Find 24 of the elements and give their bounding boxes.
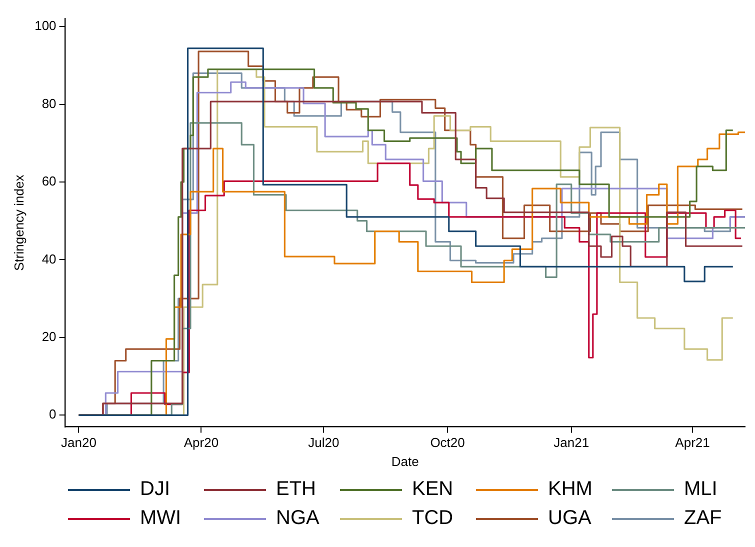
legend-label: ZAF — [684, 507, 722, 530]
legend-label: NGA — [276, 507, 320, 530]
legend-label: MWI — [140, 507, 182, 530]
x-tick-label: Apr20 — [184, 435, 219, 450]
legend-label: MLI — [684, 478, 718, 501]
y-tick-label: 80 — [42, 96, 56, 111]
legend-label: DJI — [140, 478, 170, 501]
x-axis-title: Date — [391, 454, 419, 469]
y-tick-label: 0 — [49, 406, 56, 422]
legend-label: KHM — [548, 478, 592, 501]
y-tick-label: 100 — [34, 18, 56, 34]
x-tick-label: Jul20 — [308, 435, 340, 450]
x-tick-label: Jan21 — [554, 435, 590, 450]
x-tick-label: Apr21 — [675, 435, 710, 450]
y-tick-label: 60 — [42, 174, 56, 189]
legend-label: KEN — [412, 478, 454, 501]
x-tick-label: Jan20 — [61, 435, 96, 450]
y-axis-title: Stringency index — [11, 174, 26, 271]
legend-label: ETH — [276, 478, 316, 501]
y-tick-label: 20 — [42, 329, 56, 344]
legend-label: TCD — [412, 507, 454, 530]
legend-label: UGA — [548, 507, 592, 530]
x-tick-label: Oct20 — [430, 435, 465, 450]
y-tick-label: 40 — [42, 251, 56, 266]
